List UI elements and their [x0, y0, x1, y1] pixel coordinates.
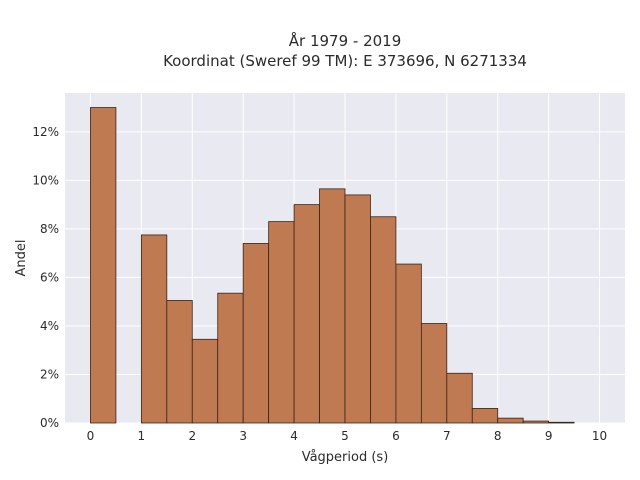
histogram-bar — [370, 216, 397, 424]
y-tick-label: 2% — [40, 367, 59, 381]
histogram-bar — [242, 243, 270, 424]
histogram-bars — [90, 107, 575, 424]
x-tick-label: 1 — [138, 429, 146, 443]
x-axis-ticks: 0 1 2 3 4 5 6 7 8 9 10 — [87, 429, 608, 443]
histogram-bar — [217, 292, 244, 424]
histogram-bar — [344, 194, 371, 424]
x-tick-label: 9 — [545, 429, 553, 443]
histogram-bar — [446, 372, 473, 424]
histogram-bar — [191, 338, 219, 424]
x-axis-label: Vågperiod (s) — [302, 450, 389, 465]
histogram-bar — [166, 300, 193, 424]
y-tick-label: 0% — [40, 416, 59, 430]
x-tick-label: 8 — [494, 429, 502, 443]
histogram-bar — [319, 188, 346, 424]
y-tick-label: 12% — [32, 125, 59, 139]
histogram-bar — [293, 204, 320, 424]
histogram-bar — [90, 107, 117, 424]
x-tick-label: 6 — [392, 429, 400, 443]
y-tick-label: 10% — [32, 173, 59, 187]
x-tick-label: 5 — [341, 429, 349, 443]
histogram-bar — [140, 234, 168, 424]
x-tick-label: 3 — [239, 429, 247, 443]
histogram-bar — [471, 408, 499, 424]
y-axis-ticks: 0% 2% 4% 6% 8% 10% 12% — [32, 125, 59, 430]
chart-title-line-2: Koordinat (Sweref 99 TM): E 373696, N 62… — [163, 52, 527, 70]
x-tick-label: 2 — [188, 429, 196, 443]
histogram-bar — [497, 417, 524, 424]
y-tick-label: 6% — [40, 270, 59, 284]
histogram-bar — [420, 323, 448, 424]
x-tick-label: 4 — [290, 429, 298, 443]
y-tick-label: 4% — [40, 319, 59, 333]
y-tick-label: 8% — [40, 222, 59, 236]
y-axis-label: Andel — [14, 240, 29, 277]
histogram-bar — [395, 263, 422, 424]
x-tick-label: 10 — [592, 429, 607, 443]
chart-title-line-1: År 1979 - 2019 — [289, 31, 402, 50]
histogram-bar — [522, 420, 550, 424]
x-tick-label: 7 — [443, 429, 451, 443]
histogram-bar — [268, 221, 295, 424]
histogram-bar — [548, 421, 575, 424]
x-tick-label: 0 — [87, 429, 95, 443]
